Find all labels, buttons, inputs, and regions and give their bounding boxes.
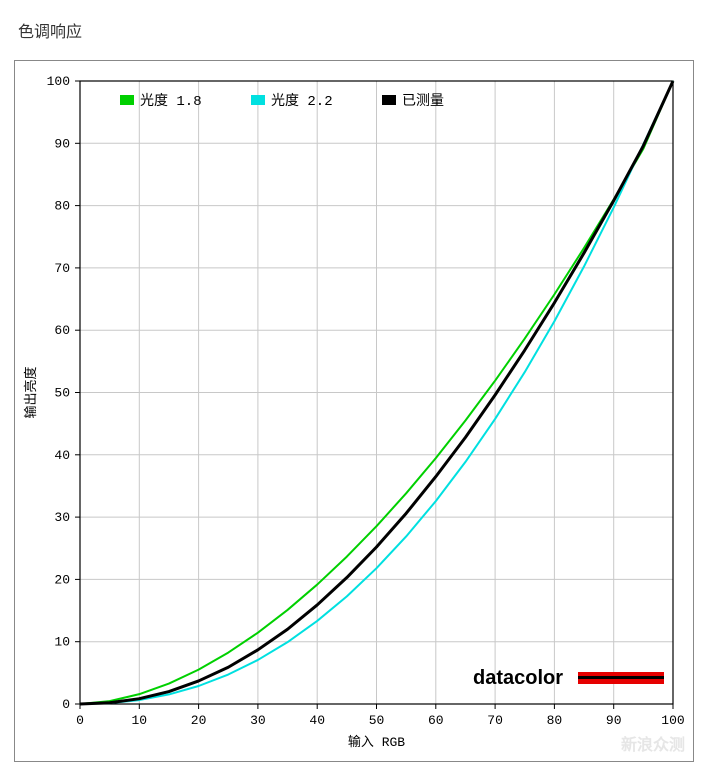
brand-bar-stripe [578, 676, 664, 679]
ytick-label: 50 [54, 386, 70, 401]
ytick-label: 60 [54, 323, 70, 338]
ytick-label: 90 [54, 136, 70, 151]
xtick-label: 20 [191, 713, 207, 728]
legend-swatch-measured [382, 95, 396, 105]
tone-response-chart: 0 10 20 30 40 50 60 70 80 90 100 0 10 20 30 40 50 60 70 80 9… [15, 61, 693, 759]
ytick-label: 20 [54, 572, 70, 587]
legend-label-gamma-2-2: 光度 2.2 [271, 93, 333, 110]
xtick-label: 80 [547, 713, 563, 728]
legend-label-measured: 已测量 [402, 93, 444, 110]
ytick-label: 0 [62, 697, 70, 712]
xtick-label: 90 [606, 713, 622, 728]
xtick-label: 10 [131, 713, 147, 728]
ytick-label: 100 [47, 74, 70, 89]
legend-swatch-gamma-2-2 [251, 95, 265, 105]
ytick-label: 10 [54, 635, 70, 650]
xtick-label: 100 [661, 713, 684, 728]
xtick-label: 0 [76, 713, 84, 728]
xtick-label: 30 [250, 713, 266, 728]
legend-swatch-gamma-1-8 [120, 95, 134, 105]
xtick-label: 70 [487, 713, 503, 728]
xtick-label: 40 [309, 713, 325, 728]
page-title: 色调响应 [0, 0, 708, 42]
ytick-label: 70 [54, 261, 70, 276]
y-axis-label: 输出亮度 [23, 366, 39, 418]
chart-container: 0 10 20 30 40 50 60 70 80 90 100 0 10 20 30 40 50 60 70 80 9… [14, 60, 694, 762]
legend-label-gamma-1-8: 光度 1.8 [140, 93, 202, 110]
xtick-label: 50 [369, 713, 385, 728]
ytick-label: 80 [54, 199, 70, 214]
ytick-label: 40 [54, 448, 70, 463]
x-axis-label: 输入 RGB [348, 734, 405, 750]
xtick-label: 60 [428, 713, 444, 728]
ytick-label: 30 [54, 510, 70, 525]
brand-text: datacolor [473, 667, 563, 689]
